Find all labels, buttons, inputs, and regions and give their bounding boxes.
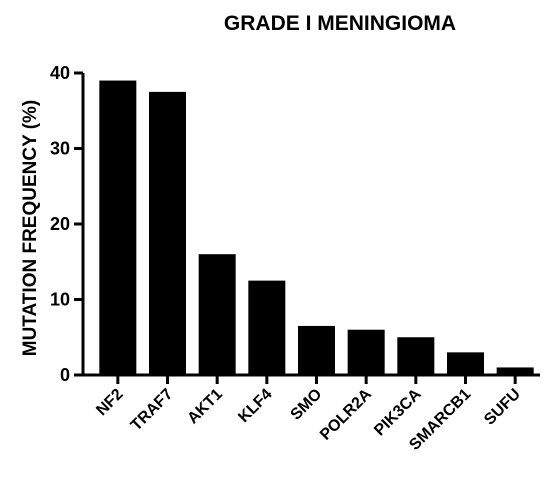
- chart-title: GRADE I MENINGIOMA: [224, 12, 456, 35]
- x-tick-label: SMO: [288, 386, 326, 424]
- y-tick-label: 0: [60, 365, 70, 385]
- bar-sufu: [496, 367, 534, 375]
- y-tick-label: 10: [50, 290, 70, 310]
- y-axis-label: MUTATION FREQUENCY (%): [20, 100, 41, 357]
- y-tick-label: 40: [50, 63, 70, 83]
- y-ticks: 0 10 20 30 40: [50, 63, 83, 385]
- bar-nf2: [99, 80, 137, 376]
- bars: [99, 80, 534, 376]
- bar-pik3ca: [397, 337, 435, 375]
- bar-akt1: [198, 254, 236, 375]
- x-tick-label: NF2: [93, 386, 126, 419]
- x-tick-label: KLF4: [235, 386, 275, 426]
- bar-smarcb1: [446, 352, 485, 375]
- bar-traf7: [148, 91, 187, 375]
- y-tick-label: 20: [50, 214, 70, 234]
- x-tick-label: SUFU: [481, 386, 524, 429]
- y-tick-label: 30: [50, 139, 70, 159]
- x-tick-label: POLR2A: [317, 385, 375, 443]
- x-tick-label: AKT1: [184, 386, 226, 428]
- x-tick-label: TRAF7: [128, 386, 177, 435]
- bar-klf4: [248, 280, 286, 375]
- bar-polr2a: [347, 329, 385, 375]
- bar-smo: [297, 325, 336, 375]
